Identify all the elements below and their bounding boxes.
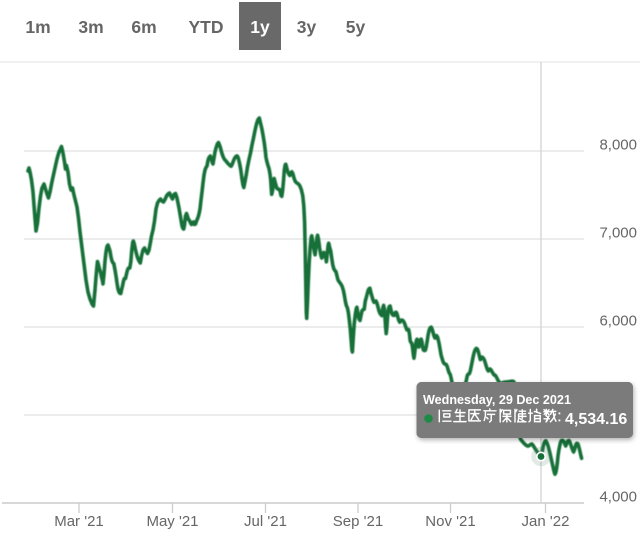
svg-text:3m: 3m (78, 17, 103, 37)
svg-text:6,000: 6,000 (599, 313, 637, 330)
svg-text:Jan '22: Jan '22 (522, 513, 570, 530)
svg-text:4,000: 4,000 (599, 489, 637, 506)
svg-text:7,000: 7,000 (599, 225, 637, 242)
svg-text:Wednesday, 29 Dec 2021: Wednesday, 29 Dec 2021 (423, 393, 571, 407)
svg-text:Sep '21: Sep '21 (333, 513, 383, 530)
svg-text:3y: 3y (297, 17, 317, 37)
svg-text:Mar '21: Mar '21 (54, 513, 104, 530)
svg-text:5y: 5y (346, 17, 366, 37)
svg-text:1y: 1y (250, 17, 270, 37)
svg-text:1m: 1m (25, 17, 50, 37)
svg-text:6m: 6m (131, 17, 156, 37)
svg-text:4,534.16: 4,534.16 (565, 411, 627, 428)
svg-text:Nov '21: Nov '21 (425, 513, 475, 530)
svg-text:YTD: YTD (189, 17, 224, 37)
svg-text:May '21: May '21 (146, 513, 198, 530)
svg-text:Jul '21: Jul '21 (244, 513, 287, 530)
svg-text:8,000: 8,000 (599, 137, 637, 154)
